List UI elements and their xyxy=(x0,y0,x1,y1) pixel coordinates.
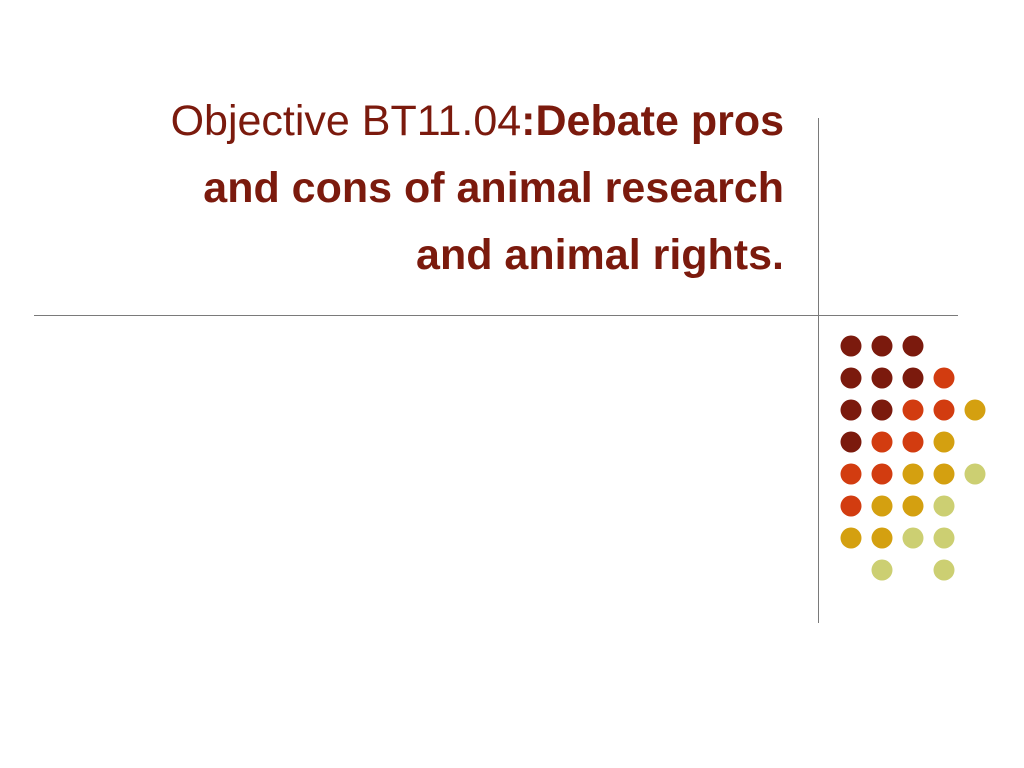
decorative-dot xyxy=(840,335,862,357)
decorative-dot xyxy=(964,463,986,485)
decorative-dot xyxy=(964,399,986,421)
decorative-dot xyxy=(840,399,862,421)
title-line-2: and cons of animal research xyxy=(203,164,784,212)
decorative-dot xyxy=(902,495,924,517)
decorative-dot xyxy=(933,527,955,549)
decorative-dot xyxy=(902,367,924,389)
decorative-dot xyxy=(933,559,955,581)
decorative-dot xyxy=(840,367,862,389)
decorative-dot xyxy=(840,527,862,549)
decorative-dot xyxy=(871,367,893,389)
decorative-dot xyxy=(840,463,862,485)
title-prefix: Objective BT11.04 xyxy=(170,97,522,145)
vertical-divider xyxy=(818,118,819,623)
decorative-dot xyxy=(902,431,924,453)
horizontal-divider xyxy=(34,315,958,316)
decorative-dot xyxy=(902,335,924,357)
decorative-dot xyxy=(871,335,893,357)
title-colon: : xyxy=(521,97,536,145)
decorative-dot xyxy=(933,463,955,485)
decorative-dot xyxy=(933,399,955,421)
decorative-dot xyxy=(840,431,862,453)
slide-title: Objective BT11.04:Debate pros and cons o… xyxy=(24,88,784,289)
decorative-dot xyxy=(902,463,924,485)
decorative-dot xyxy=(933,367,955,389)
decorative-dot xyxy=(871,559,893,581)
decorative-dot xyxy=(871,463,893,485)
decorative-dot xyxy=(871,399,893,421)
decorative-dot xyxy=(871,431,893,453)
title-period: . xyxy=(772,231,784,279)
title-line-1: Debate pros xyxy=(535,97,784,145)
decorative-dot xyxy=(871,527,893,549)
title-line-3: and animal rights xyxy=(416,231,773,279)
decorative-dot xyxy=(840,495,862,517)
decorative-dot xyxy=(871,495,893,517)
decorative-dot xyxy=(933,431,955,453)
decorative-dot xyxy=(902,527,924,549)
decorative-dot xyxy=(933,495,955,517)
decorative-dot xyxy=(902,399,924,421)
